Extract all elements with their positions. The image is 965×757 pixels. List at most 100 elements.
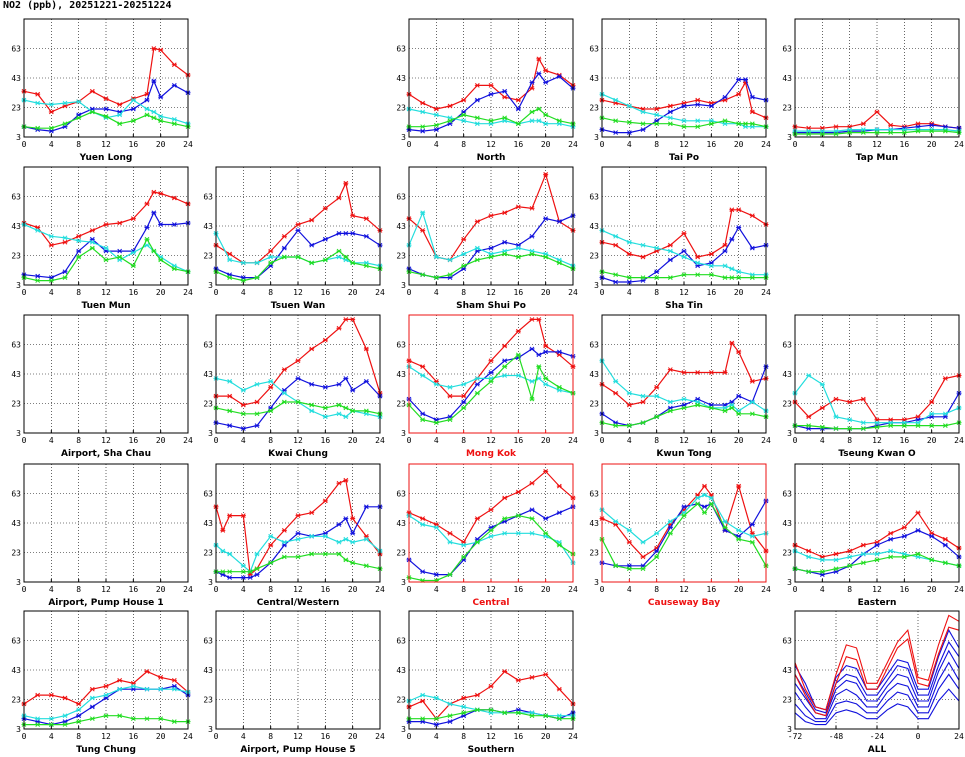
y-tick-label: 23 bbox=[203, 400, 213, 409]
data-point-cyan bbox=[833, 414, 839, 420]
series-line-blue bbox=[408, 506, 574, 576]
plot-frame bbox=[794, 610, 960, 730]
x-tick-label: 0 bbox=[793, 436, 798, 445]
data-point-red bbox=[103, 96, 109, 102]
y-tick-label: 43 bbox=[396, 74, 406, 83]
data-point-green bbox=[529, 396, 535, 402]
data-point-red bbox=[474, 692, 480, 698]
y-tick-label: 3 bbox=[594, 133, 599, 142]
data-point-blue bbox=[281, 245, 287, 251]
x-tick-label: 24 bbox=[761, 288, 771, 297]
data-point-blue bbox=[343, 516, 349, 521]
data-point-red bbox=[736, 91, 742, 97]
data-point-cyan bbox=[48, 716, 54, 722]
data-point-blue bbox=[350, 231, 356, 236]
y-tick-label: 3 bbox=[401, 281, 406, 290]
data-point-blue bbox=[76, 713, 82, 719]
y-tick-label: 3 bbox=[16, 578, 21, 587]
panel-central: 0 4 8 12 16 20 24 3 23 43 63 Central bbox=[385, 460, 579, 610]
data-point-green bbox=[502, 516, 508, 521]
data-point-green bbox=[117, 713, 123, 719]
data-point-green bbox=[268, 560, 274, 566]
data-point-red bbox=[227, 393, 233, 399]
series-line-blue bbox=[794, 661, 960, 720]
chart-sham-shui-po: 0 4 8 12 16 20 24 3 23 43 63 Sham Shui Po bbox=[396, 166, 578, 311]
data-point-green bbox=[722, 275, 728, 280]
y-tick-label: 43 bbox=[11, 74, 21, 83]
plot-frame bbox=[408, 463, 574, 583]
data-point-red bbox=[833, 396, 839, 402]
data-point-green bbox=[474, 390, 480, 396]
x-tick-label: 4 bbox=[434, 585, 439, 594]
data-point-green bbox=[515, 513, 521, 518]
y-tick-label: 23 bbox=[396, 252, 406, 261]
data-point-red bbox=[158, 675, 164, 680]
y-tick-label: 3 bbox=[401, 429, 406, 438]
y-tick-label: 63 bbox=[396, 341, 406, 350]
data-point-red bbox=[515, 204, 521, 210]
x-tick-label: 16 bbox=[707, 436, 717, 445]
data-point-red bbox=[48, 109, 54, 115]
data-point-blue bbox=[654, 269, 660, 275]
data-point-red bbox=[695, 254, 701, 260]
data-point-blue bbox=[915, 528, 921, 533]
data-point-green bbox=[860, 426, 866, 431]
data-point-blue bbox=[888, 536, 894, 542]
data-point-green bbox=[736, 536, 742, 542]
y-tick-label: 23 bbox=[203, 252, 213, 261]
x-tick-label: 20 bbox=[348, 585, 358, 594]
x-tick-label: 16 bbox=[129, 436, 139, 445]
data-point-green bbox=[309, 551, 315, 557]
x-tick-label: 4 bbox=[241, 585, 246, 594]
x-tick-label: -48 bbox=[829, 732, 844, 741]
data-point-cyan bbox=[654, 393, 660, 399]
data-point-green bbox=[363, 408, 369, 414]
data-point-cyan bbox=[488, 533, 494, 539]
x-tick-label: 24 bbox=[954, 140, 964, 149]
plot-frame bbox=[408, 166, 574, 286]
data-point-red bbox=[281, 528, 287, 533]
data-point-red bbox=[833, 551, 839, 557]
data-point-red bbox=[640, 254, 646, 260]
data-point-cyan bbox=[62, 100, 68, 106]
x-tick-label: 16 bbox=[514, 436, 524, 445]
data-point-green bbox=[681, 513, 687, 518]
data-point-cyan bbox=[929, 411, 935, 417]
data-point-blue bbox=[336, 522, 342, 527]
data-point-blue bbox=[295, 530, 301, 536]
panel-yuen-long: 0 4 8 12 16 20 24 3 23 43 63 Yuen Long bbox=[0, 15, 194, 165]
data-point-cyan bbox=[281, 390, 287, 396]
data-point-red bbox=[860, 542, 866, 548]
data-point-red bbox=[309, 346, 315, 352]
data-point-green bbox=[749, 411, 755, 417]
x-tick-label: 16 bbox=[129, 585, 139, 594]
data-point-red bbox=[48, 242, 54, 248]
y-tick-label: 63 bbox=[589, 341, 599, 350]
data-point-blue bbox=[667, 109, 673, 115]
x-tick-label: 12 bbox=[293, 436, 303, 445]
chart-mong-kok: 0 4 8 12 16 20 24 3 23 43 63 Mong Kok bbox=[396, 314, 578, 459]
data-point-red bbox=[681, 370, 687, 375]
data-point-green bbox=[76, 254, 82, 260]
data-point-green bbox=[502, 115, 508, 121]
x-tick-label: 20 bbox=[734, 436, 744, 445]
data-point-red bbox=[461, 393, 467, 399]
panel-airport-pump-house-5: 0 4 8 12 16 20 24 3 23 43 63 Airport, Pump House 5 bbox=[192, 607, 386, 757]
data-point-green bbox=[942, 423, 948, 428]
y-tick-label: 23 bbox=[11, 104, 21, 113]
plot-frame bbox=[794, 18, 960, 138]
data-point-cyan bbox=[613, 233, 619, 239]
x-tick-label: 24 bbox=[183, 140, 193, 149]
data-point-green bbox=[529, 516, 535, 521]
chart-central-western: 0 4 8 12 16 20 24 3 23 43 63 Central/Western bbox=[203, 463, 385, 608]
data-point-red bbox=[847, 399, 853, 405]
series-line-blue bbox=[794, 640, 960, 714]
data-point-cyan bbox=[681, 254, 687, 260]
data-point-blue bbox=[363, 379, 369, 384]
data-point-red bbox=[488, 83, 494, 88]
data-point-blue bbox=[749, 522, 755, 527]
chart-airport-pump-house-5: 0 4 8 12 16 20 24 3 23 43 63 Airport, Pump House 5 bbox=[203, 610, 385, 755]
data-point-red bbox=[89, 686, 95, 692]
x-tick-label: 16 bbox=[129, 732, 139, 741]
data-point-green bbox=[144, 716, 150, 722]
